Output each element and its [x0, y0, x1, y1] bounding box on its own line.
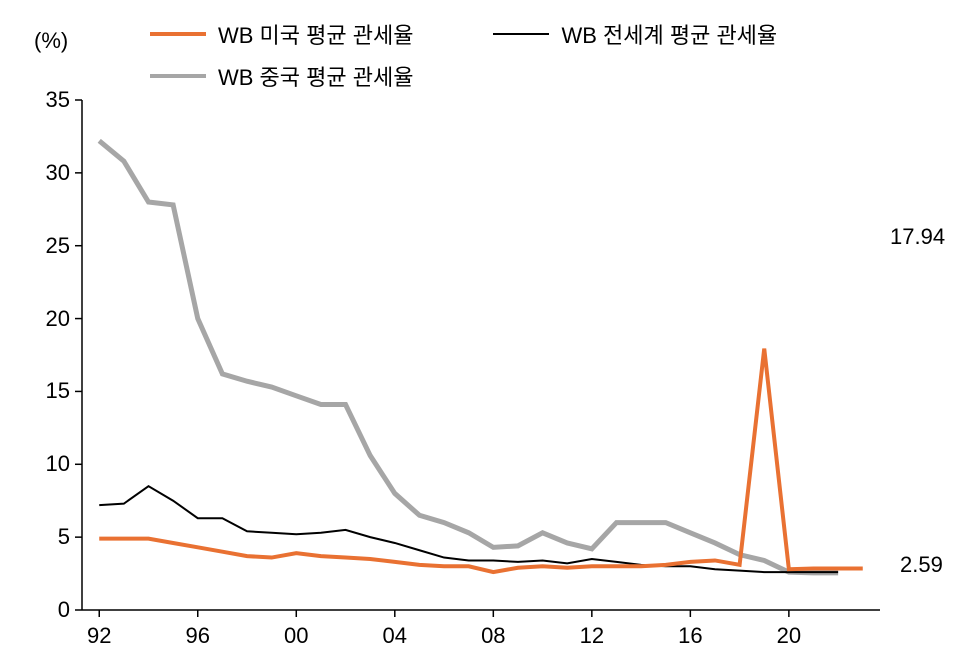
- xtick-label: 08: [481, 623, 505, 649]
- ytick-label: 30: [20, 160, 70, 186]
- xtick-label: 92: [87, 623, 111, 649]
- tariff-line-chart: (%) WB 미국 평균 관세율 WB 전세계 평균 관세율 WB 중국 평균 …: [0, 0, 972, 668]
- xtick-label: 00: [284, 623, 308, 649]
- plot-svg: [0, 0, 972, 668]
- ytick-label: 0: [20, 597, 70, 623]
- end-value-label: 17.94: [890, 224, 945, 250]
- xtick-label: 12: [580, 623, 604, 649]
- ytick-label: 35: [20, 87, 70, 113]
- ytick-label: 10: [20, 451, 70, 477]
- xtick-label: 04: [383, 623, 407, 649]
- xtick-label: 20: [777, 623, 801, 649]
- xtick-label: 96: [186, 623, 210, 649]
- ytick-label: 25: [20, 233, 70, 259]
- ytick-label: 5: [20, 524, 70, 550]
- xtick-label: 16: [678, 623, 702, 649]
- end-value-label: 2.59: [900, 552, 943, 578]
- ytick-label: 20: [20, 306, 70, 332]
- ytick-label: 15: [20, 378, 70, 404]
